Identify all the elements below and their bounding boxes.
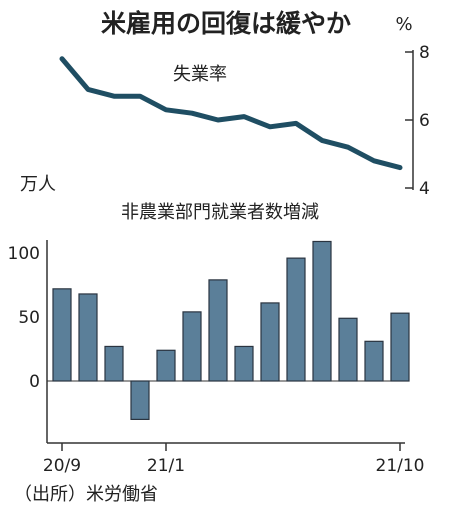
bar-21-4 — [234, 345, 254, 382]
bar-21-5 — [260, 302, 280, 382]
source-note: （出所）米労働省 — [14, 484, 158, 505]
bar-21-9 — [364, 340, 384, 382]
unemployment-rate-line — [59, 56, 403, 171]
bar-20-11 — [104, 345, 124, 382]
bar-x-tick-label: 20/9 — [43, 456, 81, 476]
bar-y-tick-label: 50 — [18, 308, 40, 328]
line-y-tick-label: 6 — [419, 111, 430, 131]
line-unit-label: % — [395, 14, 412, 35]
bar-21-10 — [390, 312, 410, 382]
line-y-tick-label: 8 — [419, 43, 430, 63]
bar-y-tick-label: 0 — [29, 372, 40, 392]
chart-title: 米雇用の回復は緩やか — [101, 9, 351, 38]
bar-20-9 — [52, 288, 72, 382]
line-y-tick-label: 4 — [419, 179, 430, 199]
bar-20-12 — [130, 380, 150, 421]
bar-x-tick-label: 21/1 — [147, 456, 185, 476]
bar-series-label: 非農業部門就業者数増減 — [121, 202, 319, 223]
bar-y-tick-label: 100 — [8, 244, 40, 264]
bar-21-2 — [182, 311, 202, 382]
bar-21-7 — [312, 240, 332, 382]
bar-20-10 — [78, 293, 98, 382]
bar-21-6 — [286, 257, 306, 382]
line-series-label: 失業率 — [173, 64, 227, 85]
bar-21-3 — [208, 279, 228, 382]
bar-x-tick-label: 21/10 — [376, 456, 425, 476]
bar-unit-label: 万人 — [20, 174, 56, 195]
bar-21-1 — [156, 349, 176, 382]
bar-21-8 — [338, 317, 358, 382]
